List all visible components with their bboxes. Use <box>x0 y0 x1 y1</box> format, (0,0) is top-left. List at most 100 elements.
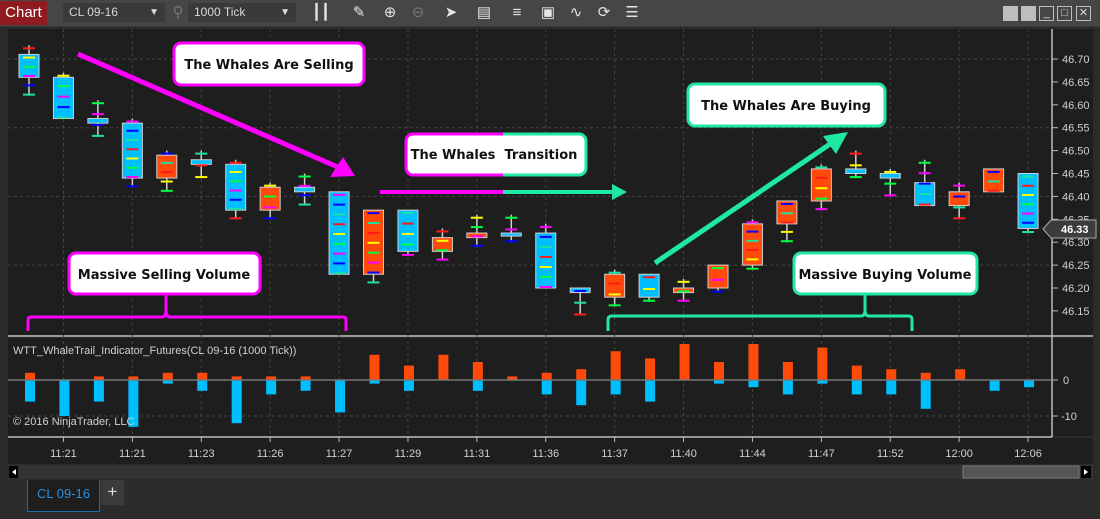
sell-volume-bar <box>645 380 656 402</box>
chart-toolbar: Chart CL 09-16 ▼ ⚲ 1000 Tick ▼ ┃┃ ✎ ⊕ ⊖ … <box>0 0 1100 27</box>
callout-text: The Whales Are Selling <box>184 58 353 73</box>
chart-menu-button[interactable]: Chart <box>0 1 47 25</box>
indicator-tick-label: -10 <box>1061 411 1077 423</box>
candle-body <box>604 273 626 298</box>
close-icon[interactable]: ✕ <box>1076 6 1091 21</box>
sell-volume-bar <box>300 380 311 391</box>
annotation-transition: The Whales Transition <box>380 132 627 200</box>
buy-volume-bar <box>645 358 656 380</box>
time-tick-label: 11:21 <box>119 448 146 460</box>
buy-volume-bar <box>300 376 311 380</box>
interval-selector[interactable]: 1000 Tick ▼ <box>188 3 296 22</box>
add-tab-button[interactable]: + <box>101 480 124 505</box>
time-tick-label: 11:27 <box>326 448 353 460</box>
candle <box>87 100 109 137</box>
data-box-icon[interactable]: ▤ <box>476 4 492 21</box>
scroll-thumb[interactable] <box>962 465 1080 479</box>
candle <box>673 278 695 302</box>
candle-body <box>500 232 522 237</box>
annotation-selling-volume: Massive Selling Volume <box>26 251 348 331</box>
sell-volume-bar <box>541 380 552 395</box>
callout-box <box>792 251 979 296</box>
candle-body <box>810 168 832 202</box>
zoom-in-icon[interactable]: ⊕ <box>383 4 397 21</box>
price-tick-label: 46.45 <box>1062 169 1090 181</box>
time-tick-label: 11:23 <box>188 448 215 460</box>
chevron-down-icon: ▼ <box>149 7 159 18</box>
sell-volume-bar <box>266 380 277 395</box>
candle-body <box>87 118 109 124</box>
buy-volume-bar <box>576 369 587 380</box>
buying-volume-bracket <box>606 295 914 331</box>
sell-volume-bar <box>231 380 242 424</box>
sell-volume-bar <box>886 380 897 395</box>
candle <box>156 150 178 192</box>
buying-arrow <box>653 137 838 266</box>
price-tick-label: 46.30 <box>1062 237 1090 249</box>
time-tick-label: 12:00 <box>945 448 973 460</box>
buy-volume-bar <box>920 372 931 380</box>
templates-icon[interactable]: ▣ <box>540 4 556 21</box>
zoom-out-icon[interactable]: ⊖ <box>411 4 425 21</box>
annotation-selling: The Whales Are Selling <box>77 41 366 177</box>
candle <box>18 45 40 96</box>
candle-body <box>294 186 316 193</box>
properties-list-icon[interactable]: ☰ <box>625 4 639 21</box>
candle <box>121 118 143 188</box>
candle <box>983 168 1005 193</box>
buy-volume-bar <box>162 372 173 380</box>
bar-spacing-icon[interactable]: ≡ <box>512 4 522 21</box>
buy-volume-bar <box>438 354 449 380</box>
sell-volume-bar <box>610 380 621 395</box>
annotation-buying: The Whales Are Buying <box>653 82 887 266</box>
tab-cl-09-16[interactable]: CL 09-16 <box>27 480 100 512</box>
callout-text: The Whales Are Buying <box>701 99 871 114</box>
candle-body <box>156 154 178 179</box>
buy-volume-bar <box>714 362 724 380</box>
pointer-icon[interactable]: ➤ <box>444 4 458 21</box>
candle <box>294 173 316 206</box>
indicator-tick-label: 0 <box>1063 375 1069 387</box>
candle <box>741 219 763 270</box>
callout-text: The Whales Transition <box>411 148 578 163</box>
time-tick-label: 11:52 <box>877 448 904 460</box>
buy-volume-bar <box>197 372 208 380</box>
strategies-icon[interactable]: ∿ <box>569 4 583 21</box>
callout-box <box>404 132 503 177</box>
candle-body <box>397 209 419 252</box>
candle <box>397 209 419 256</box>
candle <box>879 168 901 197</box>
time-axis[interactable]: 11:21 11:21 11:23 11:26 11:27 11:29 11:31 11:36… <box>50 437 1042 460</box>
price-tick-label: 46.40 <box>1062 191 1090 203</box>
sell-volume-bar <box>59 380 70 416</box>
minimize-icon[interactable]: _ <box>1039 6 1054 21</box>
candle-body <box>948 191 970 207</box>
callout-box <box>503 132 588 177</box>
price-tick-label: 46.20 <box>1062 283 1090 295</box>
price-tick-label: 46.65 <box>1062 77 1090 89</box>
tile-icon[interactable] <box>1003 6 1018 21</box>
chart-style-icon[interactable]: ┃┃ <box>311 4 331 21</box>
candle-body <box>707 264 729 289</box>
sell-volume-bar <box>851 380 862 395</box>
buy-volume-bar <box>369 354 380 380</box>
candles <box>18 45 1039 316</box>
instrument-selector[interactable]: CL 09-16 ▼ <box>63 3 165 22</box>
tile-icon[interactable] <box>1021 6 1036 21</box>
candle-body <box>190 159 212 165</box>
candle <box>707 264 729 293</box>
maximize-icon[interactable]: □ <box>1057 6 1072 21</box>
pencil-icon[interactable]: ✎ <box>352 4 366 21</box>
buy-volume-bar <box>25 372 35 380</box>
reload-icon[interactable]: ⟳ <box>597 4 611 21</box>
candle <box>948 182 970 220</box>
horizontal-scrollbar[interactable] <box>8 465 1093 479</box>
candle-body <box>225 163 247 211</box>
candle-body <box>638 273 660 298</box>
search-icon[interactable]: ⚲ <box>172 4 184 21</box>
arrow-left-icon <box>12 469 16 475</box>
sell-volume-bar <box>1024 380 1035 388</box>
candle <box>535 223 557 289</box>
buy-volume-bar <box>231 376 242 380</box>
